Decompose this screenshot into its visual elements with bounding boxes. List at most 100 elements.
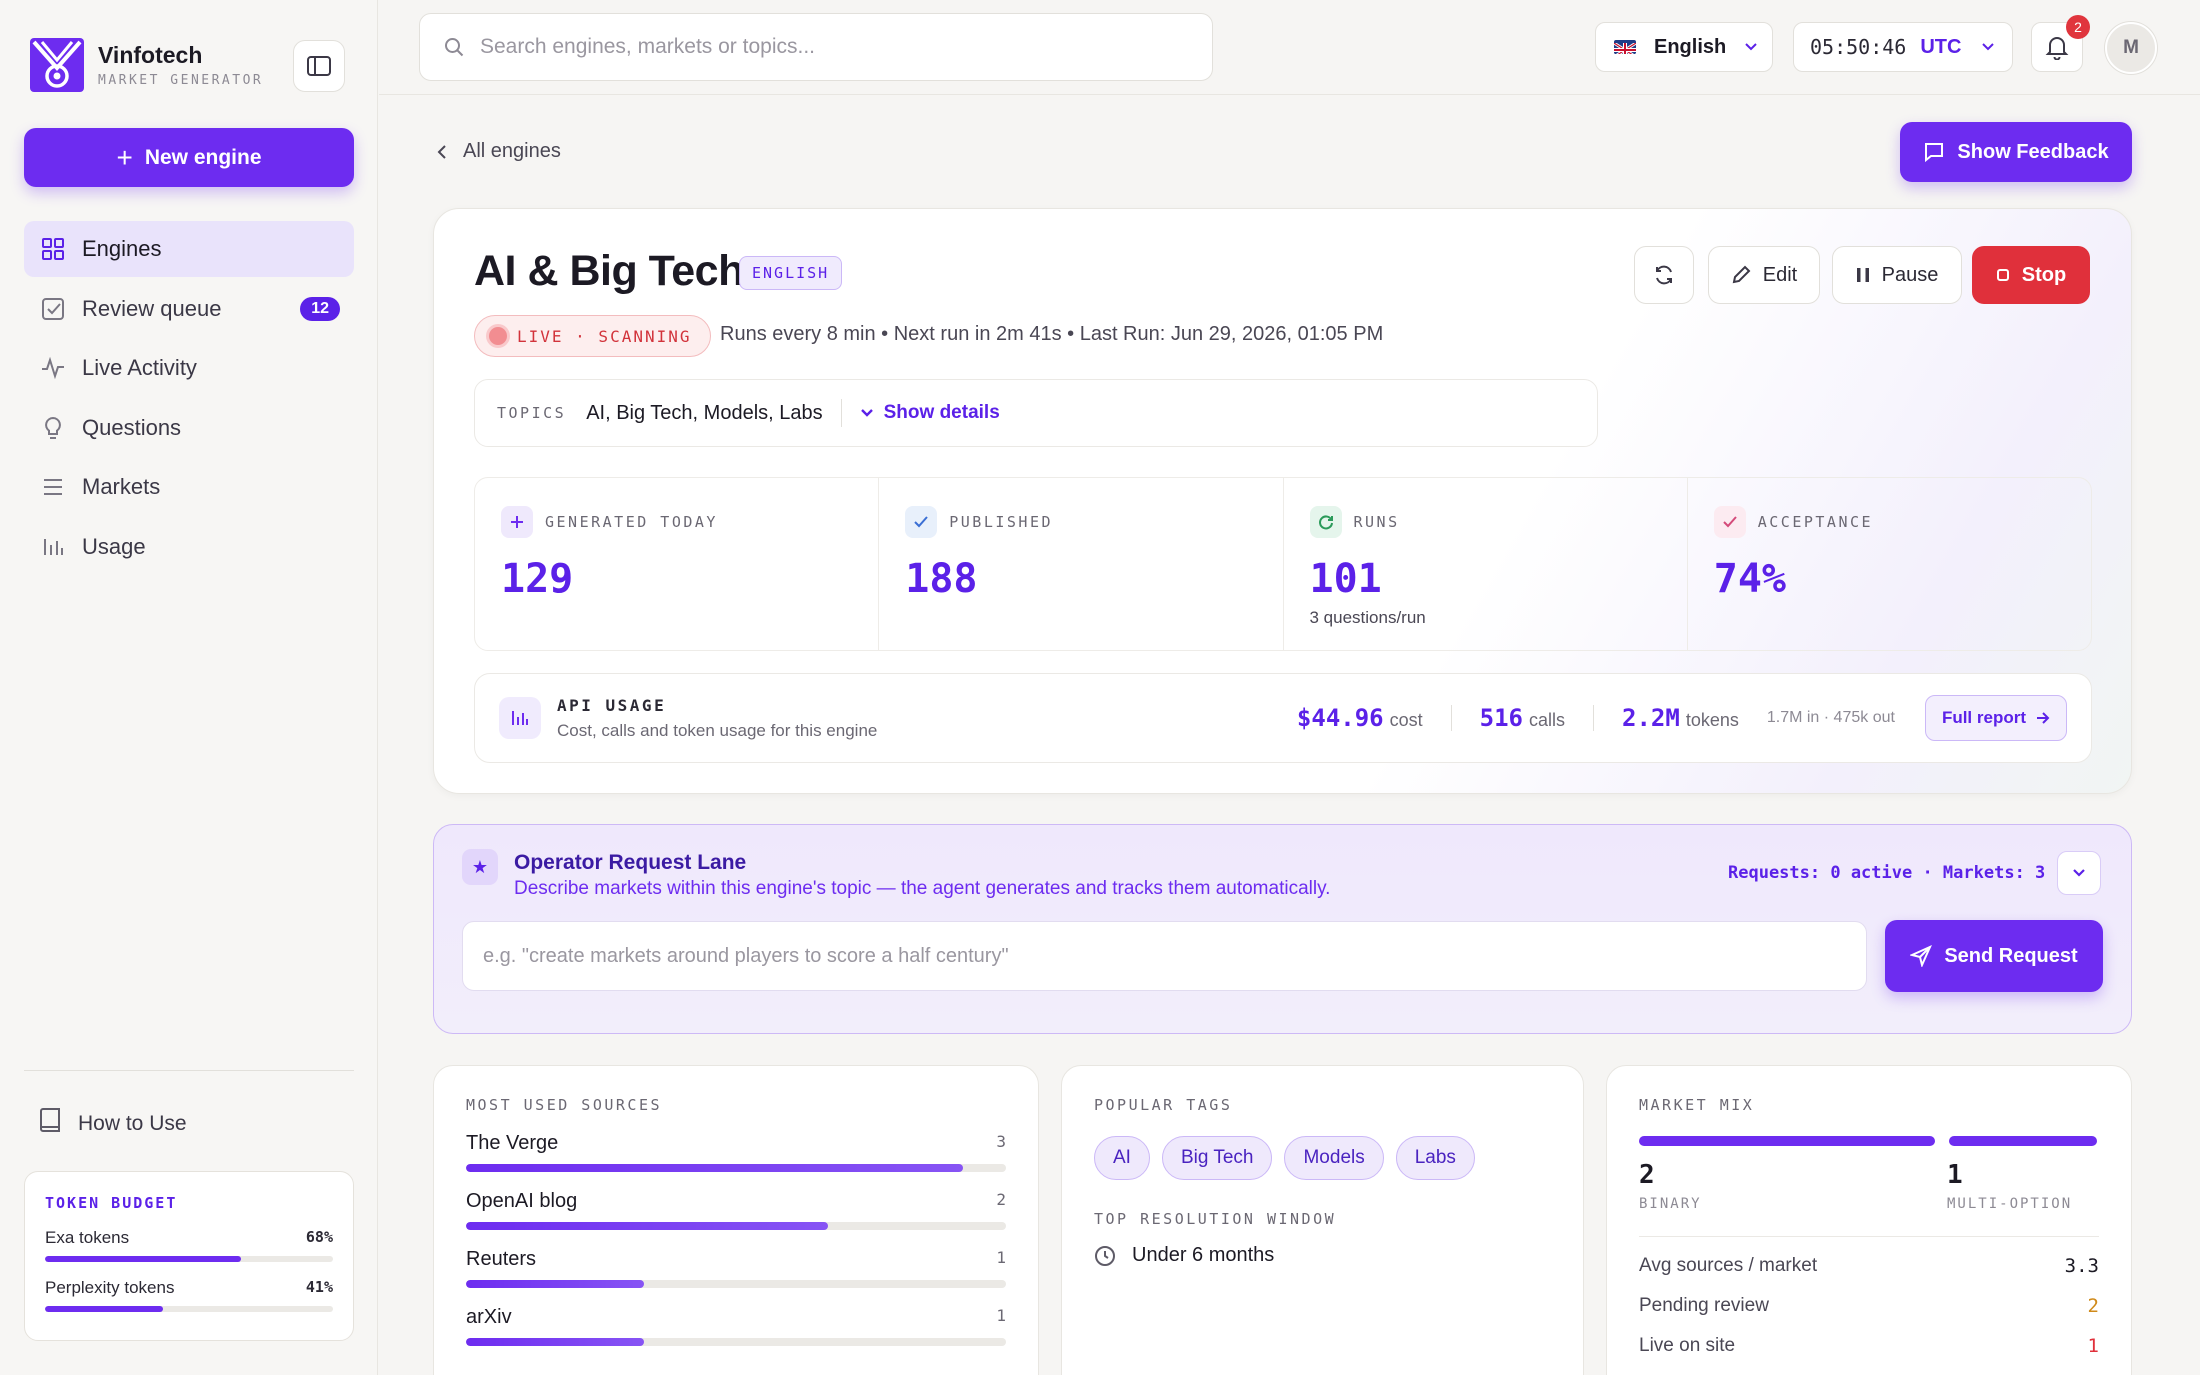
api-usage-panel: API USAGE Cost, calls and token usage fo… [474,673,2092,763]
operator-request-lane: ★ Operator Request Lane Describe markets… [433,824,2132,1034]
pause-button[interactable]: Pause [1832,246,1962,304]
market-mix-bar [1639,1136,2099,1146]
arrow-right-icon [2037,712,2050,724]
checkbox-icon [40,296,66,322]
sidebar-item-review-queue[interactable]: Review queue 12 [24,281,354,337]
mix-row-label: Pending review [1639,1295,1769,1316]
avatar[interactable]: M [2105,22,2157,74]
show-feedback-label: Show Feedback [1957,140,2109,163]
uk-flag-icon [1614,40,1636,54]
stat-value: 101 [1309,556,1382,602]
bar-chart-icon [40,534,66,560]
brand[interactable]: Vinfotech MARKET GENERATOR [30,38,263,92]
chevron-down-icon [860,409,873,417]
source-bar-fill [466,1280,645,1288]
tag-chip[interactable]: Labs [1395,1136,1475,1180]
divider [1450,705,1452,731]
source-bar [466,1338,1006,1346]
sidebar-item-label: Markets [82,474,161,500]
sidebar-item-label: Live Activity [82,355,197,381]
list-item[interactable]: The Verge 3 [466,1132,1006,1172]
token-budget-card: TOKEN BUDGET Exa tokens 68% Perplexity to… [24,1171,354,1341]
back-link[interactable]: All engines [437,140,561,163]
sidebar: Vinfotech MARKET GENERATOR + New engine … [0,0,378,1375]
sidebar-item-engines[interactable]: Engines [24,221,354,277]
tag-chip[interactable]: Models [1284,1136,1384,1180]
mix-row: Live on site 1 [1639,1335,2099,1357]
resolution-value: Under 6 months [1132,1244,1275,1266]
resolution-title: TOP RESOLUTION WINDOW [1094,1210,1337,1228]
stat-published: PUBLISHED 188 [879,478,1284,650]
resolution-window: Under 6 months [1094,1244,1551,1267]
divider [840,399,842,427]
lightbulb-icon [40,415,66,441]
api-tokens: 2.2M tokens [1622,704,1739,732]
tag-chip[interactable]: AI [1094,1136,1150,1180]
sidebar-panel-icon [307,56,331,76]
source-bar-fill [466,1338,645,1346]
bell-icon [2045,37,2069,60]
language-tag: ENGLISH [739,256,843,290]
edit-button[interactable]: Edit [1708,246,1820,304]
list-item[interactable]: arXiv 1 [466,1306,1006,1346]
token-budget-title: TOKEN BUDGET [45,1194,178,1212]
full-report-label: Full report [1941,708,2026,727]
language-select[interactable]: English [1595,22,1773,72]
new-engine-button[interactable]: + New engine [24,128,354,187]
refresh-icon [1309,506,1342,538]
pause-label: Pause [1881,263,1939,286]
full-report-button[interactable]: Full report [1924,695,2067,741]
status-badge: LIVE · SCANNING [474,315,711,357]
stat-label: ACCEPTANCE [1757,513,1874,531]
show-feedback-button[interactable]: Show Feedback [1900,122,2132,182]
api-cost-value: $44.96 [1296,704,1384,732]
chevron-left-icon [437,144,446,159]
source-bar [466,1164,1006,1172]
timezone-clock[interactable]: 05:50:46 UTC [1793,22,2013,72]
api-cost: $44.96 cost [1297,704,1423,732]
engine-card: AI & Big Tech ENGLISH Edit Pause Stop LI… [433,208,2132,794]
stop-button[interactable]: Stop [1972,246,2090,304]
star-icon: ★ [462,849,498,885]
api-tokens-unit: tokens [1685,710,1739,730]
request-input[interactable] [462,921,1867,991]
new-engine-label: New engine [144,145,262,169]
send-request-button[interactable]: Send Request [1885,920,2103,992]
sidebar-item-questions[interactable]: Questions [24,400,354,456]
refresh-button[interactable] [1634,246,1694,304]
api-cost-unit: cost [1389,710,1423,730]
sidebar-nav: Engines Review queue 12 Live Activity Qu… [24,221,354,579]
sidebar-item-usage[interactable]: Usage [24,519,354,575]
multi-option-value: 1 [1947,1160,1963,1190]
search-input[interactable] [480,35,1180,59]
how-to-use-link[interactable]: How to Use [38,1108,187,1140]
show-details-label: Show details [883,402,1000,423]
back-label: All engines [463,140,561,162]
source-name: OpenAI blog [466,1190,578,1212]
collapse-sidebar-button[interactable] [293,40,345,92]
search-box[interactable] [419,13,1213,81]
activity-icon [40,355,66,381]
api-token-detail: 1.7M in · 475k out [1766,709,1895,726]
list-item[interactable]: Reuters 1 [466,1248,1006,1288]
notification-count-badge: 2 [2066,15,2090,39]
api-tokens-value: 2.2M [1622,704,1680,732]
send-icon [1910,945,1933,967]
sidebar-item-live-activity[interactable]: Live Activity [24,340,354,396]
notifications-button[interactable]: 2 [2031,15,2090,72]
mix-row-label: Live on site [1639,1335,1736,1356]
check-icon [905,506,938,538]
stat-value: 129 [501,556,574,602]
source-count: 3 [996,1132,1006,1151]
grid-icon [40,236,66,262]
lane-collapse-button[interactable] [2057,851,2101,895]
sidebar-item-markets[interactable]: Markets [24,459,354,515]
tag-chip[interactable]: Big Tech [1161,1136,1273,1180]
show-details-button[interactable]: Show details [860,402,1000,424]
brand-subtitle: MARKET GENERATOR [98,73,264,88]
list-item[interactable]: OpenAI blog 2 [466,1190,1006,1230]
clock-time: 05:50:46 [1810,35,1907,59]
clock-timezone: UTC [1920,35,1962,58]
search-icon [445,38,464,57]
budget-progress-bar [45,1306,333,1312]
